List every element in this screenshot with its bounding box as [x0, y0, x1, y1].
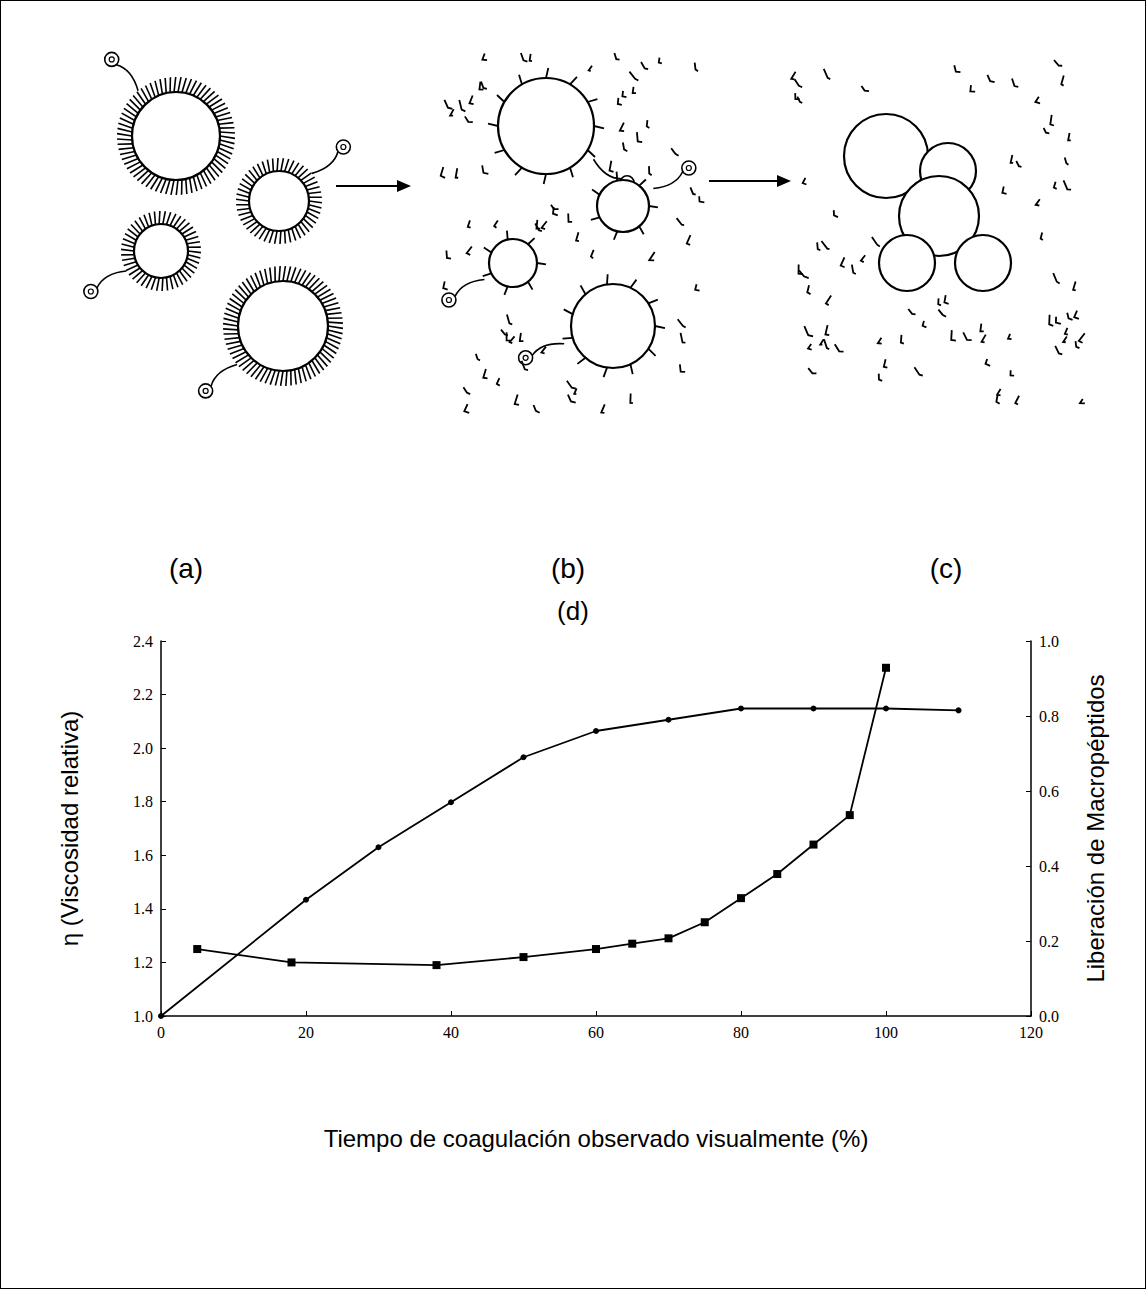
svg-text:0.4: 0.4 — [1039, 858, 1059, 875]
svg-text:100: 100 — [874, 1024, 898, 1041]
svg-text:2.4: 2.4 — [133, 633, 153, 650]
svg-text:0: 0 — [157, 1024, 165, 1041]
svg-text:2.2: 2.2 — [133, 686, 153, 703]
svg-text:20: 20 — [298, 1024, 314, 1041]
svg-text:(d): (d) — [557, 596, 589, 626]
svg-text:80: 80 — [733, 1024, 749, 1041]
svg-text:Tiempo de coagulación observad: Tiempo de coagulación observado visualme… — [324, 1125, 869, 1152]
svg-text:1.8: 1.8 — [133, 793, 153, 810]
svg-text:Liberación de Macropéptidos: Liberación de Macropéptidos — [1082, 674, 1109, 982]
svg-text:120: 120 — [1019, 1024, 1043, 1041]
svg-text:1.0: 1.0 — [133, 1008, 153, 1025]
svg-text:1.6: 1.6 — [133, 847, 153, 864]
svg-text:0.0: 0.0 — [1039, 1008, 1059, 1025]
html-text:(c): (c) — [929, 553, 963, 584]
html-text:(b): (b) — [550, 553, 586, 584]
svg-text:1.2: 1.2 — [133, 954, 153, 971]
svg-text:60: 60 — [588, 1024, 604, 1041]
svg-text:0.2: 0.2 — [1039, 933, 1059, 950]
svg-text:0.6: 0.6 — [1039, 783, 1059, 800]
svg-text:40: 40 — [443, 1024, 459, 1041]
svg-text:0.8: 0.8 — [1039, 708, 1059, 725]
html-text:(a): (a) — [168, 553, 204, 584]
svg-text:1.0: 1.0 — [1039, 633, 1059, 650]
svg-text:η (Viscosidad relativa): η (Viscosidad relativa) — [56, 711, 83, 947]
svg-text:1.4: 1.4 — [133, 900, 153, 917]
svg-text:2.0: 2.0 — [133, 740, 153, 757]
